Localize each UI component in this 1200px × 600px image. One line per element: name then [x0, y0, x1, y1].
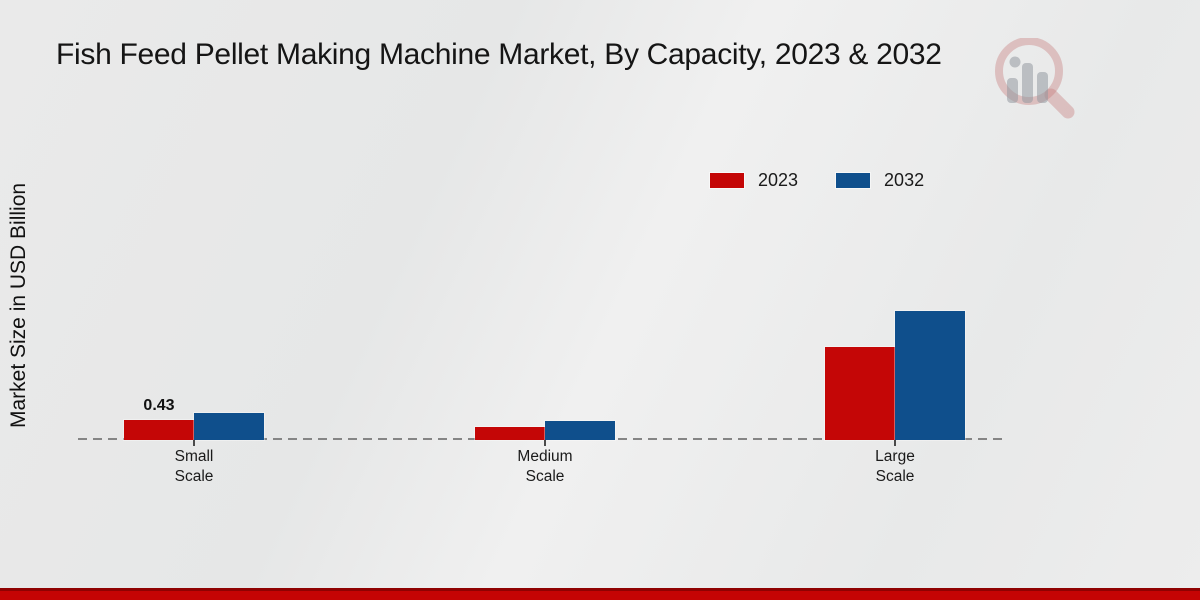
legend-label: 2032 [884, 170, 925, 190]
legend-swatch-icon [836, 173, 871, 188]
bar-2023-small-scale [124, 420, 194, 440]
bar-2023-large-scale [825, 347, 895, 440]
magnifier-bar-chart-logo-icon [995, 38, 1075, 119]
legend-item-2023: 2023 [710, 170, 798, 191]
legend-item-2032: 2032 [836, 170, 924, 191]
chart-title: Fish Feed Pellet Making Machine Market, … [56, 38, 942, 71]
category-label-small-scale: Small Scale [174, 448, 214, 485]
x-tick-large-scale [894, 440, 896, 446]
bar-2032-large-scale [895, 311, 965, 440]
bar-2023-medium-scale [475, 427, 545, 440]
category-label-medium-scale: Medium Scale [517, 448, 573, 485]
x-tick-small-scale [193, 440, 195, 446]
bar-value-label: 0.43 [143, 397, 175, 414]
footer-accent-bar [0, 588, 1200, 600]
category-label-large-scale: Large Scale [875, 448, 915, 485]
legend-swatch-icon [710, 173, 744, 188]
bar-2032-medium-scale [545, 421, 615, 440]
x-tick-medium-scale [544, 440, 546, 446]
legend-label: 2023 [758, 170, 799, 190]
legend: 2023 2032 [710, 170, 924, 191]
bar-2032-small-scale [194, 413, 264, 440]
